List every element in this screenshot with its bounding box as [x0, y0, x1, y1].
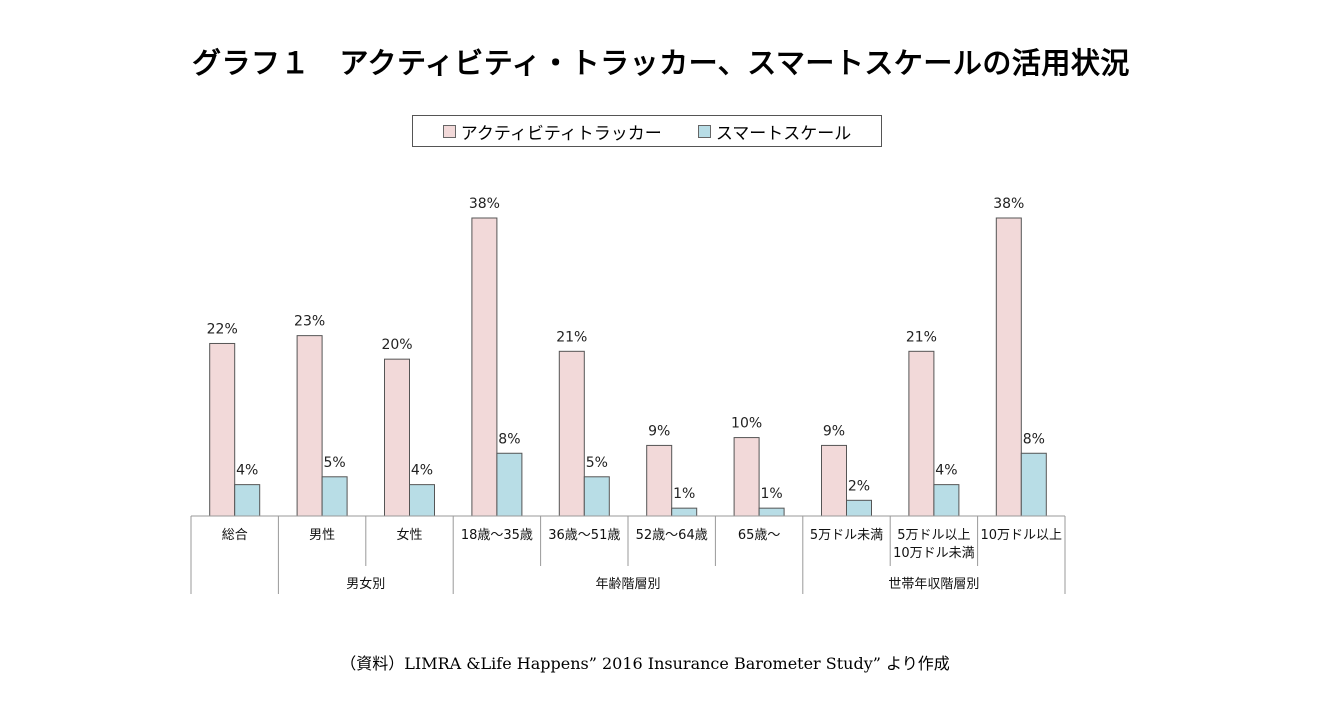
category-label-5: 52歳～64歳	[636, 528, 708, 543]
bar-smart-scale-5	[671, 507, 698, 517]
bar-smart-scale-3	[496, 452, 523, 517]
data-label-smart-scale-2: 4%	[411, 463, 433, 479]
legend: アクティビティトラッカー スマートスケール	[412, 115, 882, 147]
data-label-activity-tracker-4: 21%	[556, 329, 587, 345]
legend-item-activity-tracker: アクティビティトラッカー	[442, 119, 662, 144]
bar-activity-tracker-8	[908, 350, 935, 517]
legend-swatch-activity-tracker	[442, 124, 456, 138]
bar-activity-tracker-1	[296, 335, 323, 517]
data-label-smart-scale-3: 8%	[498, 431, 520, 447]
data-label-smart-scale-5: 1%	[673, 486, 695, 502]
bar-activity-tracker-5	[646, 444, 673, 517]
data-label-smart-scale-7: 2%	[848, 478, 870, 494]
category-label-1: 男性	[309, 528, 335, 543]
data-label-activity-tracker-1: 23%	[294, 314, 325, 330]
data-label-smart-scale-4: 5%	[586, 455, 608, 471]
data-label-activity-tracker-6: 10%	[731, 416, 762, 432]
bar-smart-scale-9	[1020, 452, 1047, 517]
bar-activity-tracker-6	[733, 437, 760, 517]
category-label-0: 総合	[222, 528, 248, 543]
category-label-7: 5万ドル未満	[810, 528, 883, 543]
legend-swatch-smart-scale	[697, 124, 711, 138]
chart-title: グラフ１ アクティビティ・トラッカー、スマートスケールの活用状況	[192, 46, 1130, 80]
group-label-3: 世帯年収階層別	[888, 577, 979, 592]
data-label-smart-scale-6: 1%	[760, 486, 782, 502]
bar-smart-scale-1	[321, 476, 348, 517]
group-label-2: 年齢階層別	[595, 577, 660, 592]
bar-smart-scale-0	[234, 484, 261, 517]
legend-item-smart-scale: スマートスケール	[697, 119, 852, 144]
bar-activity-tracker-9	[995, 217, 1022, 517]
category-label-3: 18歳～35歳	[461, 528, 533, 543]
bar-activity-tracker-0	[209, 342, 236, 517]
bar-activity-tracker-7	[821, 444, 847, 517]
category-label-4: 36歳～51歳	[548, 528, 620, 543]
data-label-activity-tracker-9: 38%	[993, 196, 1024, 212]
data-label-activity-tracker-2: 20%	[381, 337, 412, 353]
data-label-activity-tracker-7: 9%	[823, 423, 845, 439]
data-label-smart-scale-8: 4%	[935, 463, 957, 479]
bar-activity-tracker-4	[558, 350, 585, 517]
category-label-9: 10万ドル以上	[981, 528, 1063, 543]
bar-smart-scale-7	[846, 499, 872, 517]
bar-activity-tracker-3	[471, 217, 498, 517]
category-label-2: 女性	[396, 527, 422, 543]
data-label-smart-scale-1: 5%	[323, 455, 345, 471]
bar-smart-scale-6	[758, 507, 785, 517]
data-label-activity-tracker-3: 38%	[469, 196, 500, 212]
category-label-6: 65歳～	[738, 528, 781, 543]
bar-smart-scale-2	[409, 484, 435, 517]
legend-label-smart-scale: スマートスケール	[715, 123, 852, 144]
bar-smart-scale-8	[933, 484, 960, 517]
category-label-8: 5万ドル以上 10万ドル未満	[893, 528, 975, 561]
group-label-1: 男女別	[346, 576, 385, 592]
data-label-smart-scale-9: 8%	[1023, 431, 1045, 447]
bar-activity-tracker-2	[384, 358, 410, 517]
source-note: （資料）LIMRA &Life Happens” 2016 Insurance …	[340, 654, 950, 673]
data-label-activity-tracker-8: 21%	[906, 329, 937, 345]
data-label-smart-scale-0: 4%	[236, 463, 258, 479]
data-label-activity-tracker-5: 9%	[648, 423, 670, 439]
legend-label-activity-tracker: アクティビティトラッカー	[460, 123, 662, 144]
bar-smart-scale-4	[583, 476, 610, 517]
data-label-activity-tracker-0: 22%	[207, 321, 238, 337]
